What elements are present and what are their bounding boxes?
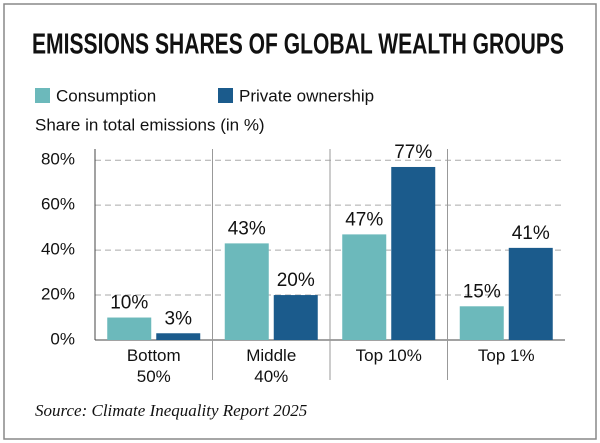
x-tick-label: Top 1% [477,346,535,365]
bar [107,317,152,340]
y-tick-label: 20% [41,285,75,304]
value-label: 10% [110,293,148,314]
frame [3,3,597,440]
value-label: 3% [165,308,193,329]
value-label: 47% [345,209,383,230]
legend-swatch [35,88,50,103]
bar [273,295,318,340]
value-label: 43% [228,218,266,239]
y-tick-label: 60% [41,195,75,214]
y-tick-label: 40% [41,240,75,259]
bar [459,306,504,340]
value-label: 20% [277,270,315,291]
chart-title: EMISSIONS SHARES OF GLOBAL WEALTH GROUPS [32,29,564,61]
x-tick-label: Top 10% [355,346,422,365]
y-axis-label: Share in total emissions (in %) [35,115,265,134]
legend-label: Consumption [56,86,156,105]
x-tick-label: Middle 40% [246,346,297,386]
x-tick-label: Bottom 50% [126,346,181,386]
y-tick-label: 0% [50,329,75,348]
value-label: 77% [394,142,432,163]
bar [156,333,201,340]
bar [391,166,436,340]
value-label: 41% [512,223,550,244]
bar [224,243,269,340]
y-tick-label: 80% [41,150,75,169]
legend-swatch [218,88,233,103]
value-label: 15% [463,281,501,302]
source: Source: Climate Inequality Report 2025 [35,401,307,420]
bar [508,247,553,340]
bar [342,234,387,340]
legend-label: Private ownership [239,86,374,105]
